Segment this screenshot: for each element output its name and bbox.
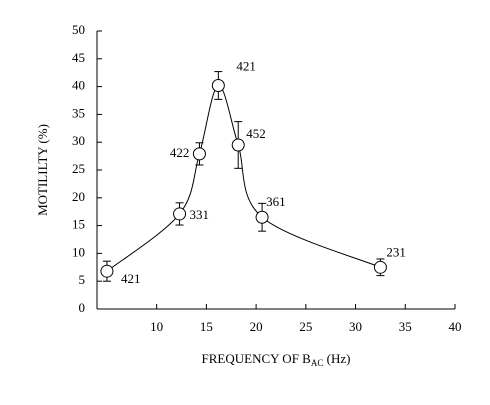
x-tick-label: 40	[449, 319, 462, 334]
data-point	[255, 210, 269, 224]
point-label: 361	[266, 194, 286, 209]
point-label: 231	[386, 244, 406, 259]
y-tick-label: 5	[79, 272, 86, 287]
x-tick-label: 20	[250, 319, 263, 334]
y-tick-label: 15	[72, 217, 85, 232]
y-tick-label: 45	[72, 50, 85, 65]
point-label: 331	[190, 207, 210, 222]
x-axis-label-suffix: (Hz)	[323, 351, 350, 366]
y-tick-label: 25	[72, 161, 85, 176]
y-tick-label: 50	[72, 22, 85, 37]
y-axis-label: MOTILILTY (%)	[35, 124, 50, 216]
data-point	[373, 260, 387, 274]
point-label: 452	[246, 126, 266, 141]
fit-curve	[106, 84, 381, 272]
point-label: 421	[236, 58, 256, 73]
data-point	[192, 147, 206, 161]
x-tick-label: 15	[200, 319, 213, 334]
x-axis-label-main: FREQUENCY OF B	[202, 351, 312, 366]
data-point	[100, 264, 114, 278]
data-point	[231, 138, 245, 152]
x-axis-label-sub: AC	[311, 358, 324, 368]
x-tick-label: 25	[299, 319, 312, 334]
y-tick-label: 30	[72, 133, 85, 148]
y-tick-label: 40	[72, 78, 85, 93]
y-tick-label: 10	[72, 244, 85, 259]
data-point	[173, 207, 187, 221]
y-tick-label: 35	[72, 105, 85, 120]
point-label: 421	[121, 271, 141, 286]
x-axis-label: FREQUENCY OF BAC (Hz)	[202, 351, 351, 368]
x-tick-label: 10	[150, 319, 163, 334]
x-tick-label: 35	[399, 319, 412, 334]
y-tick-label: 0	[79, 300, 86, 315]
y-tick-label: 20	[72, 189, 85, 204]
point-label: 422	[170, 145, 190, 160]
data-point	[211, 78, 225, 92]
x-tick-label: 30	[349, 319, 362, 334]
